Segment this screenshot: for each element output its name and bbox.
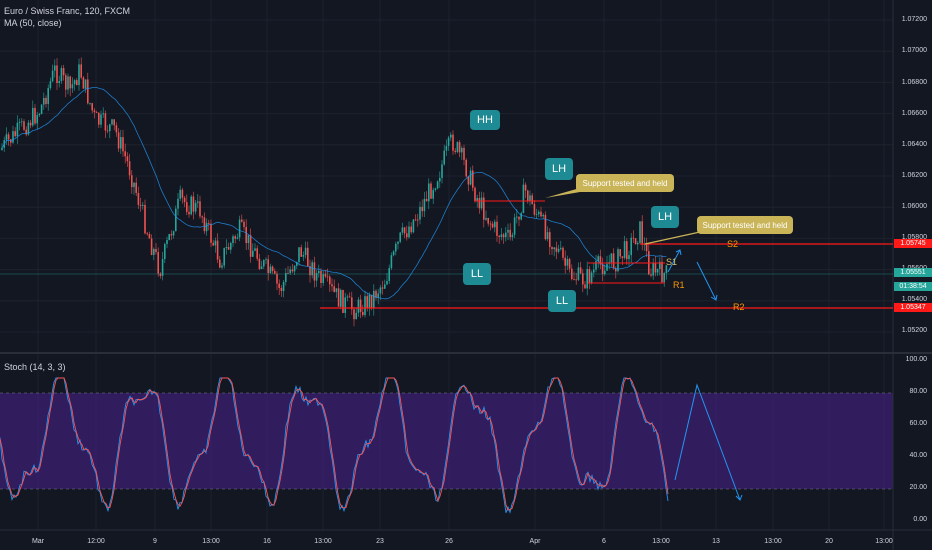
time-label: Mar (31, 538, 45, 545)
stoch-forecast-arrow[interactable] (674, 383, 741, 501)
s1-label: S1 (666, 257, 678, 267)
stoch-label: 60.00 (909, 420, 927, 427)
stoch-label: 40.00 (909, 452, 927, 459)
time-label: 13 (712, 538, 720, 545)
stoch-overbought-oversold-band (0, 393, 893, 489)
price-label: 1.07000 (901, 47, 927, 54)
time-label: Apr (529, 538, 541, 545)
r1-label: R1 (673, 280, 685, 290)
r2-price-tag: 1.05347 (894, 303, 932, 312)
s2-label: S2 (727, 239, 739, 249)
time-label: 13:00 (652, 538, 670, 545)
candlesticks (1, 57, 668, 327)
time-label: 16 (263, 538, 271, 545)
price-label: 1.05400 (901, 296, 927, 303)
price-label: 1.06600 (901, 110, 927, 117)
time-label: 13:00 (875, 538, 893, 545)
price-label: 1.05200 (901, 327, 927, 334)
time-label: 23 (376, 538, 384, 545)
forecast-down-arrow[interactable] (696, 261, 717, 301)
ll-callout-1[interactable]: LL (463, 263, 491, 285)
time-label: 13:00 (314, 538, 332, 545)
lh-callout-2[interactable]: LH (651, 206, 679, 228)
support-callout-1[interactable]: Support tested and held (576, 174, 674, 192)
time-label: 9 (153, 538, 157, 545)
lh-callout-1[interactable]: LH (545, 158, 573, 180)
current-price-tag: 1.05551 (894, 268, 932, 277)
symbol-title[interactable]: Euro / Swiss Franc, 120, FXCM (4, 6, 131, 16)
price-label: 1.07200 (901, 16, 927, 23)
time-label: 20 (825, 538, 833, 545)
price-label: 1.06200 (901, 172, 927, 179)
s2-price-tag: 1.05745 (894, 239, 932, 248)
ma-line (1, 87, 667, 300)
price-label: 1.06000 (901, 203, 927, 210)
time-label: 26 (445, 538, 453, 545)
price-label: 1.05800 (901, 234, 927, 241)
time-label: 12:00 (87, 538, 105, 545)
ll-callout-2[interactable]: LL (548, 290, 576, 312)
hh-callout[interactable]: HH (470, 110, 500, 130)
support1-pointer (545, 188, 580, 198)
r2-label: R2 (733, 302, 745, 312)
support2-pointer (644, 231, 701, 245)
stoch-d-line (0, 377, 669, 511)
forecast-up-arrow[interactable] (667, 249, 681, 273)
stoch-label: 100.00 (905, 356, 927, 363)
time-label: 13:00 (764, 538, 782, 545)
time-label: 6 (602, 538, 606, 545)
price-label: 1.06400 (901, 141, 927, 148)
bar-countdown-tag: 01:38:54 (894, 282, 932, 291)
ma-indicator-label[interactable]: MA (50, close) (4, 18, 62, 28)
stoch-label: 0.00 (913, 516, 927, 523)
price-label: 1.06800 (901, 79, 927, 86)
stoch-indicator-label[interactable]: Stoch (14, 3, 3) (4, 362, 66, 372)
stoch-label: 20.00 (909, 484, 927, 491)
time-label: 13:00 (202, 538, 220, 545)
support-callout-2[interactable]: Support tested and held (697, 216, 793, 234)
stoch-label: 80.00 (909, 388, 927, 395)
